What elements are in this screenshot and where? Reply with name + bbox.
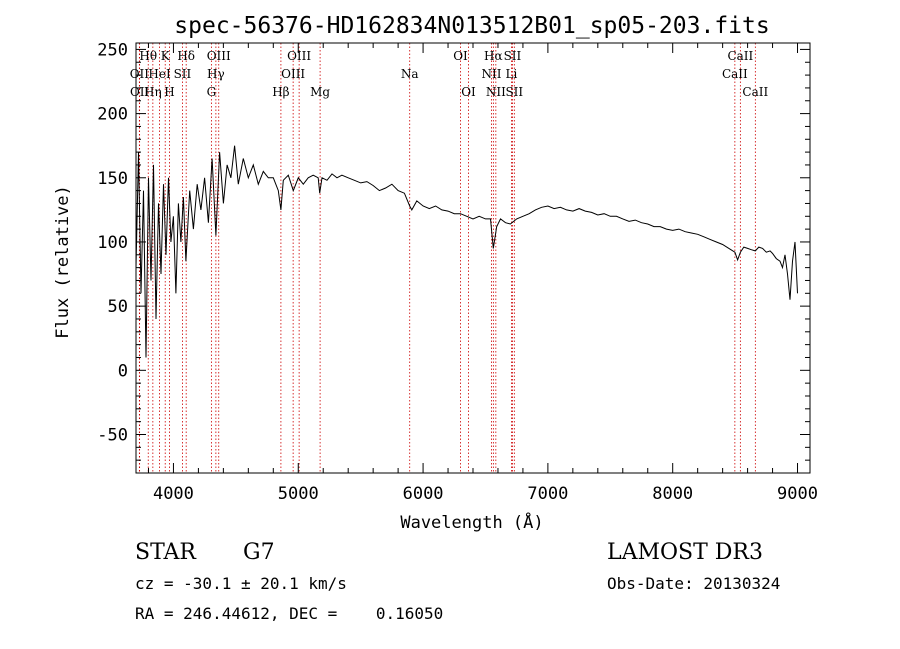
x-axis-label: Wavelength (Å) <box>400 511 543 533</box>
line-label-22: Hβ <box>272 85 289 99</box>
x-tick-label-2: 6000 <box>403 484 444 504</box>
line-label-26: SII <box>505 85 523 99</box>
x-tick-label-1: 5000 <box>278 484 319 504</box>
y-tick-label-6: 250 <box>97 40 128 60</box>
line-label-13: OIII <box>281 67 305 81</box>
line-label-4: OIII <box>287 49 311 63</box>
x-tick-label-3: 7000 <box>527 484 568 504</box>
line-label-5: OI <box>453 49 468 63</box>
x-tick-label-0: 4000 <box>153 484 194 504</box>
line-label-12: Hγ <box>207 67 225 81</box>
line-label-11: SII <box>174 67 192 81</box>
y-axis-label: Flux (relative) <box>53 185 73 339</box>
object-class: STAR <box>135 540 196 565</box>
y-tick-label-3: 100 <box>97 233 128 253</box>
survey-name: LAMOST DR3 <box>607 540 763 565</box>
line-label-24: OI <box>461 85 476 99</box>
y-axis-ticks: -50 0 50 100 150 200 250 <box>97 40 810 461</box>
chart-title: spec-56376-HD162834N013512B01_sp05-203.f… <box>174 13 769 39</box>
plot-frame <box>135 42 811 474</box>
line-label-25: NII <box>486 85 506 99</box>
object-subclass: G7 <box>243 540 275 565</box>
line-label-16: Li <box>506 67 518 81</box>
line-label-7: SII <box>504 49 522 63</box>
line-label-17: CaII <box>722 67 748 81</box>
y-tick-label-2: 50 <box>108 297 128 317</box>
x-tick-label-4: 8000 <box>652 484 693 504</box>
line-label-2: Hδ <box>177 49 195 63</box>
flux-series-line <box>135 145 798 358</box>
y-tick-label-4: 150 <box>97 169 128 189</box>
line-label-1: K <box>161 49 171 63</box>
y-tick-label-0: -50 <box>97 425 128 445</box>
line-label-23: Mg <box>310 85 330 99</box>
line-label-0: Hθ <box>139 49 157 63</box>
line-label-3: OIII <box>207 49 231 63</box>
line-label-18: OII <box>130 85 150 99</box>
line-label-19: Hη <box>144 85 162 99</box>
line-label-14: Na <box>401 67 419 81</box>
redshift-text: cz = -30.1 ± 20.1 km/s <box>135 574 347 593</box>
spectral-line-markers <box>138 43 756 473</box>
line-label-10: HeI <box>148 67 171 81</box>
line-label-21: G <box>207 85 217 99</box>
y-tick-label-1: 0 <box>118 361 128 381</box>
line-label-9: OII <box>130 67 150 81</box>
line-label-20: H <box>164 85 174 99</box>
line-label-8: CaII <box>727 49 753 63</box>
obs-date-text: Obs-Date: 20130324 <box>607 574 781 593</box>
coordinates-text: RA = 246.44612, DEC = 0.16050 <box>135 604 444 623</box>
x-axis-ticks: 4000 5000 6000 7000 8000 9000 <box>147 43 818 504</box>
line-label-15: NII <box>481 67 501 81</box>
x-tick-label-5: 9000 <box>777 484 818 504</box>
line-label-6: Hα <box>484 49 503 63</box>
line-label-27: CaII <box>742 85 768 99</box>
y-tick-label-5: 200 <box>97 105 128 125</box>
